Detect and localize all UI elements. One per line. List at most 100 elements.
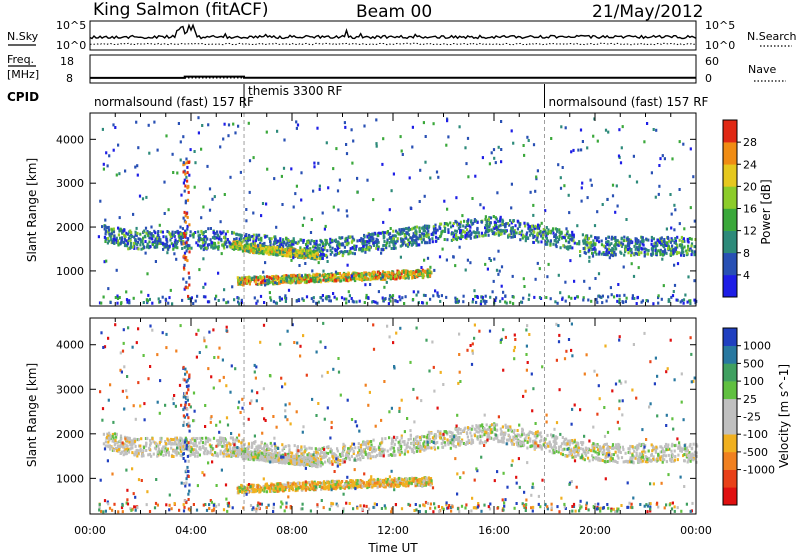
heatmap-cell bbox=[126, 244, 129, 248]
heatmap-cell bbox=[144, 251, 147, 255]
heatmap-cell bbox=[281, 248, 284, 252]
heatmap-cell bbox=[491, 232, 494, 236]
heatmap-cell bbox=[511, 235, 515, 239]
heatmap-cell bbox=[433, 268, 436, 272]
heatmap-cell bbox=[326, 274, 329, 278]
heatmap-cell bbox=[332, 276, 335, 280]
heatmap-cell bbox=[270, 277, 273, 281]
heatmap-cell bbox=[409, 446, 412, 450]
heatmap-cell bbox=[179, 225, 182, 229]
heatmap-cell bbox=[242, 283, 245, 287]
heatmap-cell bbox=[188, 297, 192, 300]
heatmap-cell bbox=[422, 269, 425, 273]
heatmap-cell bbox=[645, 248, 648, 252]
heatmap-cell bbox=[218, 441, 221, 445]
heatmap-cell bbox=[422, 444, 425, 448]
heatmap-cell bbox=[285, 279, 288, 283]
heatmap-cell bbox=[357, 451, 360, 455]
heatmap-cell bbox=[292, 237, 295, 241]
heatmap-cell bbox=[159, 240, 162, 244]
heatmap-cell bbox=[524, 239, 527, 243]
heatmap-cell bbox=[683, 227, 686, 231]
heatmap-cell bbox=[326, 277, 329, 281]
heatmap-cell bbox=[236, 276, 239, 280]
heatmap-cell bbox=[235, 241, 238, 244]
heatmap-cell bbox=[457, 226, 460, 230]
heatmap-cell bbox=[496, 428, 499, 432]
heatmap-cell bbox=[601, 301, 604, 305]
heatmap-cell bbox=[321, 242, 325, 246]
heatmap-cell bbox=[128, 234, 131, 238]
heatmap-cell bbox=[462, 300, 465, 304]
heatmap-cell bbox=[428, 441, 431, 445]
heatmap-cell bbox=[539, 229, 542, 233]
heatmap-cell bbox=[637, 266, 640, 270]
noise-traces bbox=[89, 23, 697, 46]
heatmap-cell bbox=[239, 233, 242, 237]
heatmap-cell bbox=[587, 236, 591, 240]
heatmap-cell bbox=[223, 193, 226, 196]
heatmap-cell bbox=[685, 249, 688, 253]
heatmap-cell bbox=[550, 137, 553, 140]
heatmap-cell bbox=[318, 273, 321, 277]
heatmap-cell bbox=[504, 300, 507, 304]
heatmap-cell bbox=[349, 445, 352, 449]
heatmap-cell bbox=[223, 443, 227, 447]
heatmap-cell bbox=[127, 239, 130, 243]
heatmap-cell bbox=[439, 299, 442, 303]
heatmap-cell bbox=[429, 176, 432, 180]
heatmap-cell bbox=[640, 235, 643, 239]
heatmap-cell bbox=[243, 455, 246, 459]
heatmap-cell bbox=[126, 300, 129, 304]
heatmap-cell bbox=[351, 161, 354, 165]
heatmap-cell bbox=[660, 455, 663, 459]
heatmap-cell bbox=[181, 234, 184, 238]
heatmap-cell bbox=[205, 447, 208, 451]
heatmap-cell bbox=[203, 235, 206, 239]
heatmap-cell bbox=[377, 245, 380, 249]
heatmap-cell bbox=[692, 458, 695, 462]
heatmap-cell bbox=[451, 224, 455, 228]
heatmap-cell bbox=[214, 231, 217, 235]
heatmap-cell bbox=[335, 147, 338, 151]
heatmap-cell bbox=[364, 250, 367, 254]
heatmap-cell bbox=[328, 295, 331, 299]
heatmap-cell bbox=[321, 244, 325, 248]
heatmap-cell bbox=[452, 441, 455, 445]
heatmap-cell bbox=[332, 205, 335, 209]
heatmap-cell bbox=[596, 236, 599, 240]
heatmap-cell bbox=[191, 452, 194, 456]
heatmap-cell bbox=[281, 448, 284, 452]
heatmap-cell bbox=[240, 280, 243, 284]
heatmap-cell bbox=[608, 459, 611, 463]
heatmap-cell bbox=[681, 299, 684, 303]
heatmap-cell bbox=[275, 225, 278, 229]
heatmap-cell bbox=[606, 197, 609, 201]
heatmap-cell bbox=[272, 282, 275, 286]
heatmap-cell bbox=[362, 276, 365, 280]
heatmap-cell bbox=[645, 237, 648, 241]
heatmap-cell bbox=[274, 253, 277, 257]
heatmap-cell bbox=[541, 236, 544, 240]
heatmap-cell bbox=[435, 229, 438, 233]
heatmap-cell bbox=[117, 143, 120, 147]
heatmap-cell bbox=[536, 233, 539, 237]
heatmap-cell bbox=[286, 250, 289, 254]
heatmap-cell bbox=[302, 238, 305, 242]
heatmap-cell bbox=[278, 295, 281, 299]
heatmap-cell bbox=[660, 242, 663, 246]
heatmap-cell bbox=[307, 280, 311, 284]
heatmap-cell bbox=[168, 244, 171, 248]
heatmap-cell bbox=[680, 253, 683, 257]
heatmap-cell bbox=[139, 243, 142, 247]
heatmap-cell bbox=[104, 218, 107, 222]
heatmap-cell bbox=[295, 299, 298, 303]
heatmap-cell bbox=[197, 234, 200, 238]
heatmap-cell bbox=[617, 456, 620, 460]
heatmap-cell bbox=[417, 236, 420, 240]
heatmap-cell bbox=[686, 300, 689, 304]
heatmap-cell bbox=[268, 275, 271, 279]
velocity-heatmap-cells bbox=[98, 318, 699, 514]
heatmap-cell bbox=[458, 245, 461, 249]
